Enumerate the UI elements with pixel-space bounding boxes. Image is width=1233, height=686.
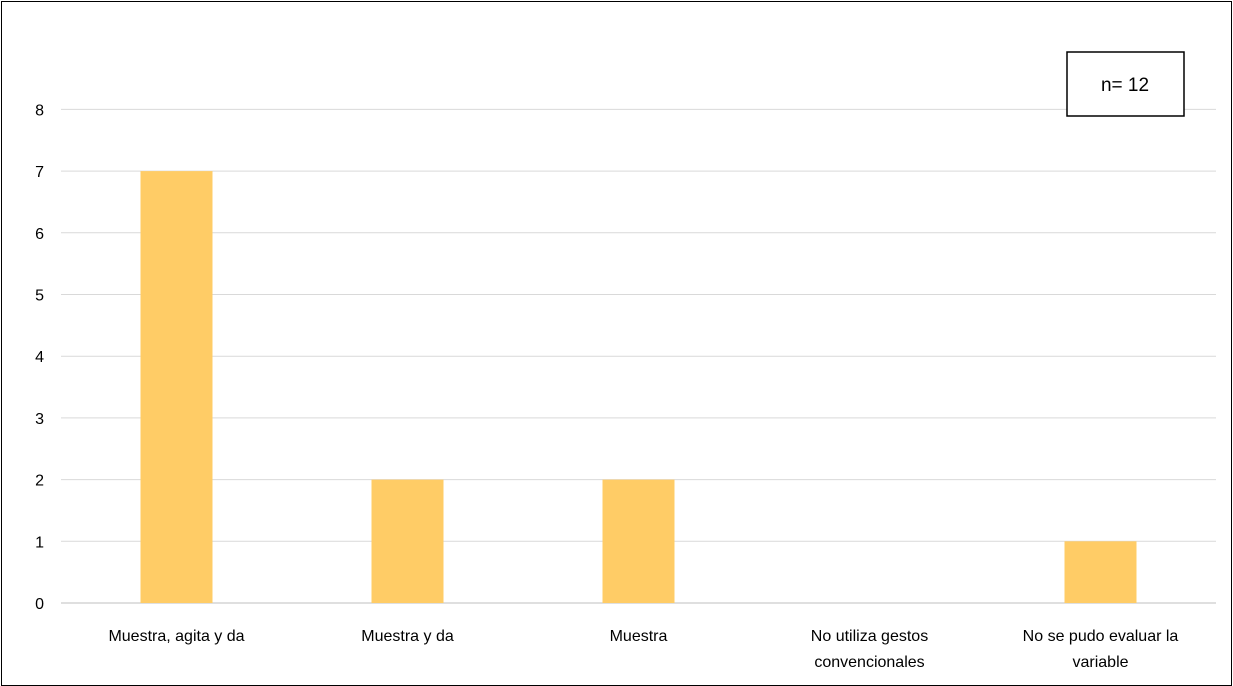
- gridlines: [61, 108, 1216, 604]
- y-tick-label: 3: [35, 411, 44, 428]
- x-category-label: Muestra y da: [361, 628, 454, 645]
- x-category-label: No se pudo evaluar la: [1023, 628, 1179, 645]
- annotation: n= 12: [1066, 51, 1185, 117]
- y-tick-label: 0: [35, 596, 44, 613]
- bar: [1064, 541, 1137, 603]
- annotation-text: n= 12: [1101, 75, 1149, 96]
- y-axis-ticks: 0 1 2 3 4 5 6 7 8: [35, 102, 44, 613]
- bar: [140, 171, 213, 603]
- x-category-label: convencionales: [814, 654, 924, 671]
- x-category-label: Muestra, agita y da: [108, 628, 244, 645]
- x-category-label: Muestra: [610, 628, 668, 645]
- x-category-label: variable: [1072, 654, 1128, 671]
- y-tick-label: 2: [35, 473, 44, 490]
- y-tick-label: 8: [35, 102, 44, 119]
- y-tick-label: 1: [35, 534, 44, 551]
- y-tick-label: 5: [35, 288, 44, 305]
- x-category-label: No utiliza gestos: [811, 628, 928, 645]
- y-tick-label: 6: [35, 226, 44, 243]
- y-tick-label: 7: [35, 164, 44, 181]
- bar: [602, 479, 675, 603]
- annotation-box: [1066, 51, 1185, 117]
- x-axis-labels: Muestra, agita y da Muestra y da Muestra No…: [108, 628, 1178, 671]
- y-tick-label: 4: [35, 349, 44, 366]
- bars: [140, 171, 1137, 603]
- bar: [371, 479, 444, 603]
